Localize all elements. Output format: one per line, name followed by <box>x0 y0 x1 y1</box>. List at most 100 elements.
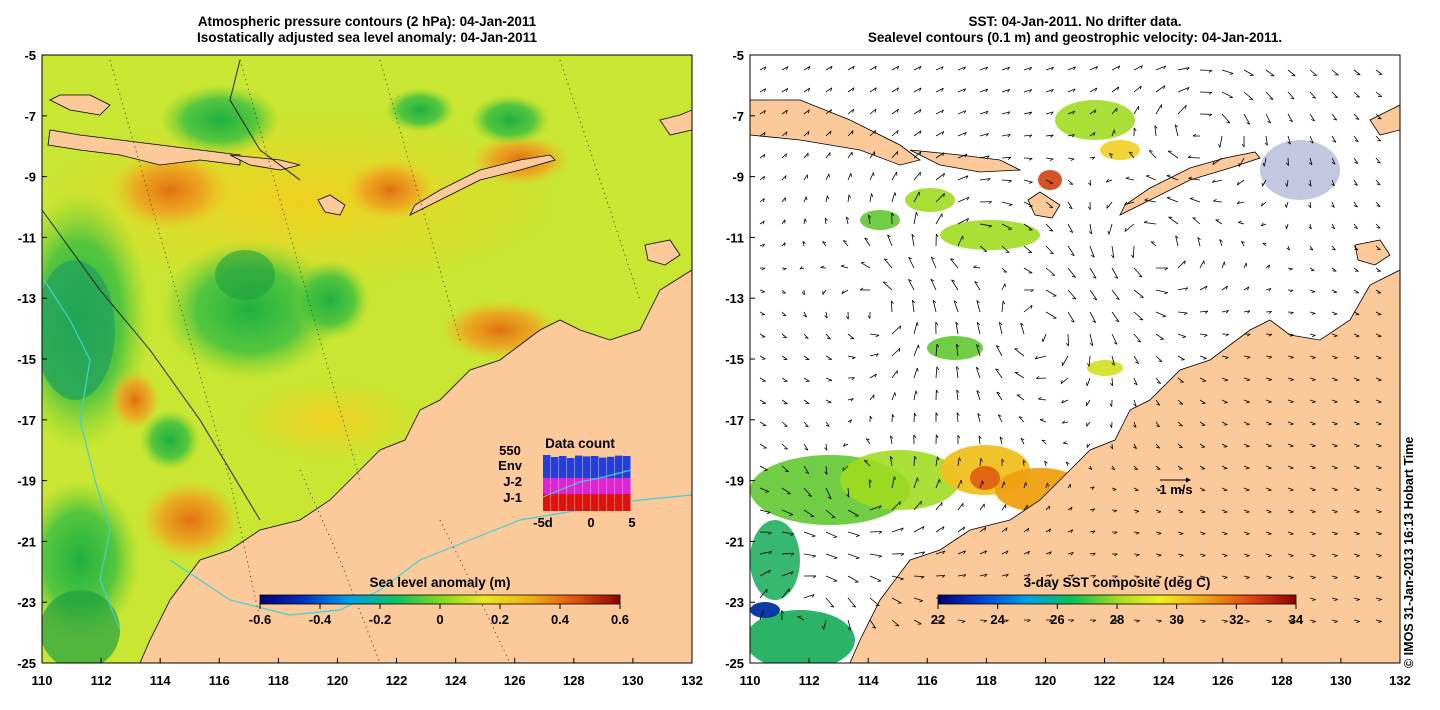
velocity-arrow <box>1045 311 1057 319</box>
velocity-arrow <box>957 619 966 622</box>
velocity-arrow-head <box>1061 399 1064 404</box>
velocity-arrow-head <box>1007 67 1011 71</box>
velocity-arrow <box>1062 421 1069 424</box>
velocity-arrow <box>803 465 810 474</box>
velocity-arrow <box>979 223 992 227</box>
sla-colorbar-tick-label: -0.6 <box>249 612 271 627</box>
velocity-arrow <box>1014 372 1025 379</box>
velocity-arrow <box>1331 377 1338 381</box>
velocity-arrow-head <box>1041 439 1046 442</box>
velocity-arrow-head <box>824 447 828 451</box>
sla-colorbar-label: Sea level anomaly (m) <box>369 575 510 590</box>
velocity-arrow <box>759 355 766 360</box>
velocity-arrow <box>1309 575 1316 578</box>
inset-legend-item: Env <box>498 458 523 473</box>
velocity-arrow <box>1155 443 1161 449</box>
velocity-arrow-head <box>878 555 882 558</box>
velocity-arrow-head <box>1001 458 1005 463</box>
velocity-arrow-head <box>1333 423 1338 426</box>
velocity-arrow-head <box>1333 335 1338 338</box>
velocity-arrow-head <box>941 88 944 92</box>
velocity-arrow <box>891 476 895 489</box>
inset-bar-j2 <box>551 478 559 496</box>
inset-bar-env <box>607 456 615 480</box>
left-x-tick-label: 130 <box>622 673 644 688</box>
velocity-arrow-head <box>1036 376 1040 379</box>
velocity-arrow <box>957 502 964 511</box>
velocity-arrow <box>781 219 786 225</box>
velocity-arrow-head <box>956 389 960 393</box>
velocity-arrow <box>1036 377 1047 379</box>
left-title-line1: Atmospheric pressure contours (2 hPa): 0… <box>197 14 537 29</box>
velocity-arrow-head <box>1267 120 1271 124</box>
land-masses-right <box>750 99 1400 663</box>
velocity-arrow <box>973 266 981 269</box>
velocity-arrow-head <box>1334 621 1338 624</box>
velocity-arrow-head <box>1179 511 1184 514</box>
velocity-arrow-head <box>1179 554 1184 557</box>
velocity-arrow-head <box>1226 121 1231 124</box>
velocity-arrow <box>803 311 808 318</box>
velocity-arrow-head <box>1355 401 1360 404</box>
velocity-arrow-head <box>850 398 854 402</box>
right-x-tick-label: 130 <box>1330 673 1352 688</box>
velocity-arrow <box>1067 311 1075 323</box>
velocity-arrow <box>842 465 849 472</box>
velocity-arrow-head <box>1356 511 1360 514</box>
velocity-arrow-head <box>984 527 987 531</box>
velocity-arrow <box>1045 528 1051 533</box>
bathymetry-contour-left <box>43 279 121 631</box>
velocity-arrow-head <box>941 131 945 135</box>
velocity-arrow-head <box>1211 179 1215 183</box>
velocity-arrow <box>1375 113 1382 120</box>
velocity-arrow-head <box>889 456 894 460</box>
velocity-arrow-head <box>900 578 904 581</box>
velocity-arrow-head <box>1049 229 1053 232</box>
velocity-arrow-head <box>1377 401 1382 404</box>
sla-colorbar-tick-label: 0.4 <box>551 612 570 627</box>
velocity-arrow <box>995 368 1003 379</box>
velocity-arrow <box>1353 421 1360 425</box>
velocity-arrow-head <box>1290 379 1294 382</box>
velocity-arrow-head <box>1290 577 1294 580</box>
velocity-arrow-head <box>1133 446 1137 449</box>
velocity-arrow-head <box>1354 161 1359 164</box>
velocity-arrow <box>891 575 904 580</box>
velocity-arrow-head <box>1378 577 1382 580</box>
velocity-arrow-head <box>1289 489 1294 492</box>
velocity-arrow <box>889 456 893 467</box>
velocity-arrow-head <box>1312 577 1316 580</box>
velocity-arrow-head <box>1289 423 1294 426</box>
inset-bar-j1 <box>591 494 599 511</box>
velocity-arrow <box>891 348 901 357</box>
velocity-arrow <box>803 87 810 93</box>
velocity-arrow <box>1287 245 1291 251</box>
velocity-arrow-head <box>960 480 963 484</box>
velocity-arrow-head <box>1062 441 1067 444</box>
velocity-arrow <box>913 191 920 203</box>
right-y-tick-label: -9 <box>732 170 744 185</box>
velocity-arrow-head <box>766 512 771 515</box>
velocity-arrow-head <box>1289 289 1294 293</box>
velocity-arrow-head <box>963 550 966 555</box>
velocity-arrow-head <box>864 237 869 240</box>
velocity-arrow-head <box>1049 182 1054 185</box>
velocity-arrow-head <box>1189 197 1194 199</box>
velocity-arrow <box>1375 289 1382 294</box>
velocity-arrow-head <box>1290 312 1294 315</box>
velocity-arrow <box>1089 131 1096 137</box>
right-x-tick-label: 114 <box>858 673 880 688</box>
velocity-arrow <box>1109 153 1113 159</box>
velocity-arrow-head <box>855 535 860 537</box>
velocity-arrow <box>825 152 831 159</box>
velocity-arrow <box>979 245 988 252</box>
velocity-arrow <box>891 527 904 533</box>
velocity-arrow-head <box>1060 380 1063 384</box>
inset-x-tick-label: -5d <box>533 515 553 530</box>
velocity-arrow-head <box>825 424 830 427</box>
velocity-arrow <box>1265 487 1272 491</box>
velocity-arrow <box>1309 267 1315 271</box>
velocity-arrow-head <box>1268 401 1272 404</box>
velocity-arrow-head <box>1267 467 1272 470</box>
